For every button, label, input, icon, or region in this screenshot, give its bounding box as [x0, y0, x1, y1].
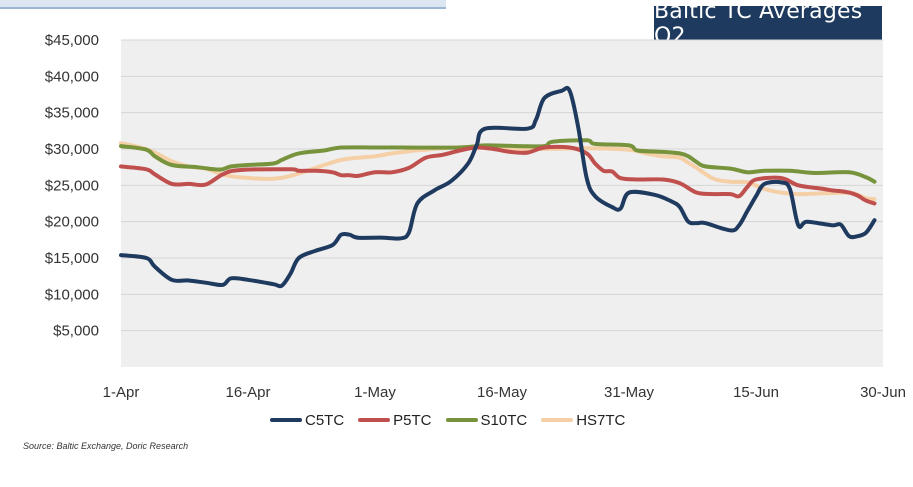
series-line-c5tc [119, 85, 877, 289]
y-tick-label: $20,000 [45, 214, 99, 231]
legend-swatch [358, 418, 391, 422]
x-tick-label: 16-May [477, 384, 528, 400]
chart-svg: $45,000 $40,000 $35,000 $30,000 $25,000 $20,0… [45, 32, 906, 400]
legend-item-hs7tc: HS7TC [541, 412, 625, 429]
y-tick-label: $15,000 [45, 250, 99, 267]
x-tick-label: 1-May [354, 384, 396, 400]
series-line-s10tc [119, 138, 877, 184]
y-tick-label: $10,000 [45, 286, 99, 303]
legend-item-p5tc: P5TC [358, 411, 432, 429]
top-header-strip [0, 0, 446, 9]
legend-swatch [270, 418, 302, 422]
legend-label: C5TC [305, 411, 345, 429]
y-tick-label: $45,000 [45, 32, 99, 49]
y-tick-label: $35,000 [45, 105, 99, 122]
x-tick-label: 1-Apr [103, 384, 140, 400]
x-tick-label: 30-Jun [860, 384, 906, 400]
y-tick-label: $30,000 [45, 141, 99, 158]
series-line-p5tc [119, 144, 877, 206]
source-note: Source: Baltic Exchange, Doric Research [23, 441, 189, 451]
legend-label: S10TC [480, 411, 528, 429]
legend-swatch [445, 418, 478, 422]
legend-swatch [541, 418, 574, 422]
y-tick-label: $40,000 [45, 68, 99, 85]
chart-title: Baltic TC Averages Q2 [654, 0, 882, 49]
legend-item-c5tc: C5TC [270, 412, 344, 429]
x-tick-label: 16-Apr [225, 384, 270, 400]
x-tick-label: 15-Jun [733, 384, 779, 400]
legend-item-s10tc: S10TC [445, 411, 528, 429]
legend-label: P5TC [393, 411, 432, 429]
legend-label: HS7TC [576, 411, 626, 429]
chart-legend: C5TC P5TC S10TC HS7TC [270, 409, 625, 431]
x-tick-label: 31-May [604, 384, 655, 400]
y-tick-label: $5,000 [53, 323, 99, 340]
y-tick-label: $25,000 [45, 177, 99, 194]
plot-area [121, 40, 883, 367]
